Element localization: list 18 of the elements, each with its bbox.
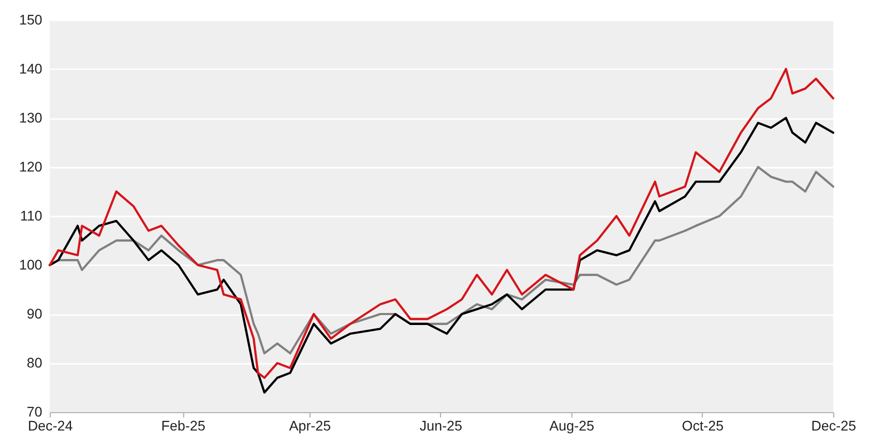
- x-tick-label: Apr-25: [289, 418, 332, 434]
- y-tick-label: 70: [26, 404, 43, 420]
- y-tick-label: 120: [19, 158, 43, 174]
- y-tick-label: 90: [26, 306, 43, 322]
- y-tick-label: 100: [19, 256, 43, 273]
- x-tick-label: Aug-25: [549, 418, 595, 434]
- x-tick-label: Dec-24: [28, 418, 73, 434]
- y-tick-label: 80: [26, 354, 43, 371]
- y-tick-label: 110: [20, 207, 43, 224]
- y-tick-label: 130: [19, 109, 43, 126]
- x-tick-label: Dec-25: [811, 418, 856, 434]
- line-series: [48, 68, 834, 379]
- line-series: [48, 116, 834, 394]
- x-tick-label: Oct-25: [682, 418, 724, 434]
- x-tick-label: Jun-25: [420, 418, 462, 434]
- x-tick-label: Feb-25: [161, 418, 206, 434]
- y-tick-label: 140: [19, 60, 43, 76]
- y-tick-label: 150: [19, 11, 43, 28]
